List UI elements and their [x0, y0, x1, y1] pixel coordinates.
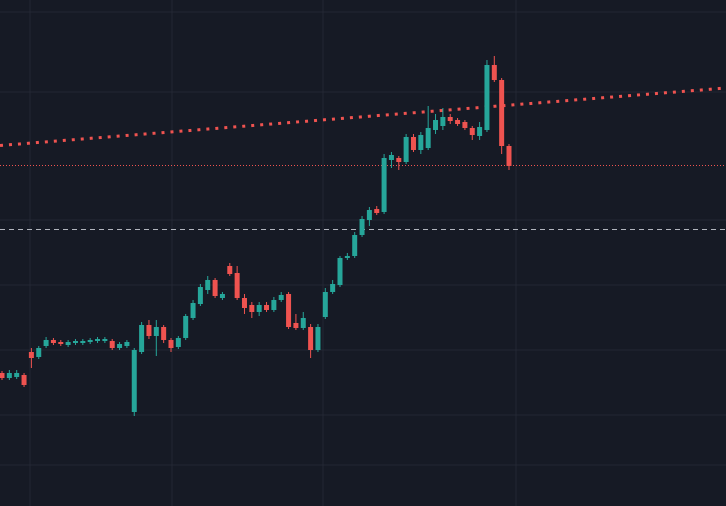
- candle-body: [65, 342, 71, 345]
- candle-body: [28, 352, 34, 358]
- candle-body: [109, 341, 115, 348]
- candle-body: [359, 219, 365, 235]
- candle-body: [425, 128, 431, 148]
- candle-body: [469, 128, 475, 135]
- candle-body: [87, 340, 93, 342]
- candle-body: [80, 341, 86, 343]
- candle-body: [308, 327, 314, 350]
- candle-body: [484, 65, 490, 130]
- candle-body: [388, 155, 394, 160]
- candle-body: [322, 292, 328, 317]
- candle-body: [183, 316, 189, 338]
- candle-body: [234, 273, 240, 298]
- candle-body: [352, 235, 358, 256]
- candle-body: [462, 122, 468, 128]
- candle-body: [58, 342, 64, 344]
- candle-body: [175, 338, 181, 347]
- candle-body: [293, 323, 299, 328]
- candle-body: [440, 117, 446, 126]
- candle-body: [447, 117, 453, 121]
- candle-body: [315, 327, 321, 350]
- candle-body: [153, 327, 159, 336]
- candle-body: [330, 284, 336, 292]
- candle-body: [278, 295, 284, 300]
- candle-body: [117, 344, 123, 348]
- candle-body: [366, 210, 372, 220]
- candle-body: [14, 373, 20, 377]
- candle-body: [264, 305, 270, 310]
- candle-body: [131, 350, 137, 412]
- candle-body: [190, 303, 196, 318]
- candle-body: [491, 65, 497, 80]
- candle-body: [396, 158, 402, 162]
- candle-body: [286, 294, 292, 327]
- candle-body: [124, 342, 130, 346]
- candle-body: [168, 340, 174, 348]
- candle-body: [418, 135, 424, 150]
- candle-body: [21, 375, 27, 385]
- candle-body: [36, 348, 42, 357]
- candle-body: [161, 327, 167, 340]
- candle-body: [102, 339, 108, 341]
- candle-body: [241, 298, 247, 308]
- candle-body: [50, 340, 56, 343]
- candle-body: [249, 305, 255, 312]
- candle-body: [300, 318, 306, 328]
- candles: [0, 56, 512, 416]
- candle-body: [455, 120, 461, 124]
- candle-body: [227, 266, 233, 274]
- candle-body: [0, 373, 5, 378]
- candle-body: [499, 80, 505, 146]
- candle-body: [477, 127, 483, 136]
- candle-body: [146, 325, 152, 336]
- candle-body: [403, 137, 409, 162]
- candle-body: [381, 158, 387, 212]
- candle-body: [374, 209, 380, 213]
- candle-body: [197, 287, 203, 304]
- candle-body: [43, 340, 49, 346]
- candle-body: [256, 305, 262, 312]
- candle-body: [344, 256, 350, 258]
- candle-body: [219, 294, 225, 298]
- candle-body: [271, 300, 277, 310]
- candle-body: [205, 280, 211, 290]
- candle-body: [212, 280, 218, 296]
- candle-body: [72, 341, 78, 343]
- candle-body: [139, 325, 145, 352]
- candle-body: [433, 120, 439, 130]
- candle-body: [95, 339, 101, 341]
- candle-body: [410, 137, 416, 150]
- candle-body: [506, 146, 512, 166]
- candle-body: [6, 373, 12, 378]
- candle-body: [337, 258, 343, 285]
